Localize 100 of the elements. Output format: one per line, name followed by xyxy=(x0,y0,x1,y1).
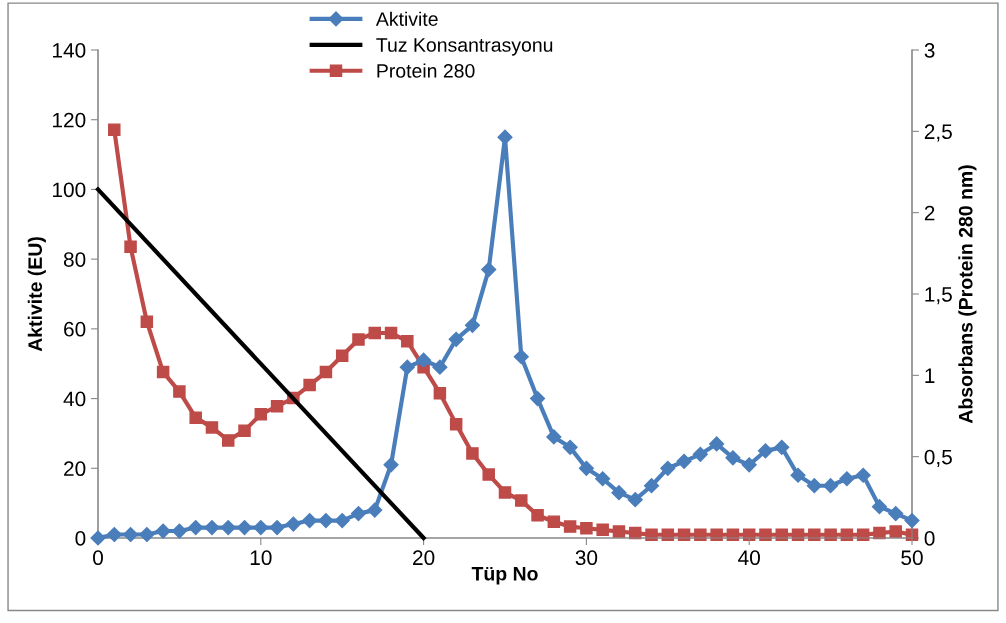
point xyxy=(106,526,122,543)
point xyxy=(383,457,399,473)
point xyxy=(384,326,398,340)
point xyxy=(643,478,660,494)
x-axis-title: Tüp No xyxy=(471,566,538,585)
point xyxy=(204,519,220,536)
point xyxy=(871,499,888,515)
point xyxy=(546,429,562,445)
point xyxy=(611,485,627,501)
point xyxy=(188,519,204,536)
y-tick-label: 100 xyxy=(53,182,86,198)
point xyxy=(173,385,186,398)
point xyxy=(889,525,902,538)
point xyxy=(660,460,676,476)
y-tick-label: 80 xyxy=(63,252,86,267)
y2-axis-title: Absorbans (Protein 280 nm) xyxy=(958,165,977,424)
point xyxy=(367,502,383,518)
point xyxy=(757,443,774,459)
point xyxy=(676,453,692,469)
y2-tick-label: 2,5 xyxy=(924,124,952,142)
point xyxy=(529,391,546,407)
point xyxy=(90,530,106,546)
point xyxy=(547,515,561,528)
point xyxy=(139,526,155,543)
point xyxy=(124,240,137,254)
point xyxy=(319,365,333,379)
point xyxy=(399,359,415,375)
y-tick-label: 60 xyxy=(64,321,86,337)
point xyxy=(790,467,806,483)
point xyxy=(774,439,790,455)
y-tick-label: 0 xyxy=(75,531,86,546)
point xyxy=(888,506,904,522)
y2-tick-label: 1 xyxy=(925,368,935,383)
x-tick-label: 10 xyxy=(250,550,272,566)
point xyxy=(595,471,611,487)
x-tick-label: 30 xyxy=(575,550,598,566)
x-tick-label: 50 xyxy=(901,550,923,566)
y-axis-title: Aktivite (EU) xyxy=(27,237,46,352)
y2-tick-label: 0,5 xyxy=(924,449,952,467)
point xyxy=(563,520,577,533)
point xyxy=(433,386,447,400)
point xyxy=(694,528,707,541)
point xyxy=(334,513,350,529)
point xyxy=(839,471,855,487)
point xyxy=(368,326,382,340)
point xyxy=(205,421,219,434)
point xyxy=(627,492,643,508)
point xyxy=(302,513,318,529)
point xyxy=(108,123,121,136)
point xyxy=(189,411,202,424)
point xyxy=(725,450,741,466)
point xyxy=(709,436,725,452)
point xyxy=(171,523,187,539)
point xyxy=(335,349,349,363)
point xyxy=(156,365,170,379)
point xyxy=(759,528,772,541)
point xyxy=(904,513,920,529)
y2-tick-label: 0 xyxy=(924,531,935,546)
point xyxy=(741,457,757,473)
point xyxy=(562,439,578,455)
y-tick-label: 120 xyxy=(53,112,86,128)
y-tick-label: 140 xyxy=(53,43,86,58)
point xyxy=(303,378,316,392)
legend-label: Protein 280 xyxy=(377,63,475,78)
point xyxy=(285,516,301,532)
point xyxy=(808,528,821,541)
point xyxy=(645,528,658,541)
point xyxy=(401,334,414,348)
point xyxy=(220,519,236,536)
y2-tick-label: 2 xyxy=(924,205,935,221)
point xyxy=(513,349,529,365)
legend-label: Aktivite xyxy=(375,11,438,26)
point xyxy=(269,519,285,536)
point xyxy=(221,434,235,447)
point xyxy=(497,129,513,145)
point xyxy=(466,447,479,460)
point xyxy=(710,528,723,541)
point xyxy=(578,460,594,476)
point xyxy=(482,468,495,481)
x-tick-label: 0 xyxy=(93,550,103,566)
y2-tick-label: 3 xyxy=(924,43,935,58)
point xyxy=(155,523,171,539)
point xyxy=(254,408,268,421)
point xyxy=(692,446,708,462)
point xyxy=(531,508,544,522)
point xyxy=(318,513,334,529)
y-tick-label: 40 xyxy=(63,391,86,407)
point xyxy=(824,528,837,541)
point xyxy=(515,494,528,507)
point xyxy=(270,399,284,413)
x-tick-label: 40 xyxy=(738,550,760,566)
point xyxy=(855,467,871,483)
point xyxy=(122,526,139,543)
x-tick-label: 20 xyxy=(413,550,435,566)
y-tick-label: 20 xyxy=(64,461,86,477)
point xyxy=(464,317,481,333)
point xyxy=(580,521,593,535)
point xyxy=(481,262,497,278)
point xyxy=(236,519,253,536)
point xyxy=(416,352,432,368)
